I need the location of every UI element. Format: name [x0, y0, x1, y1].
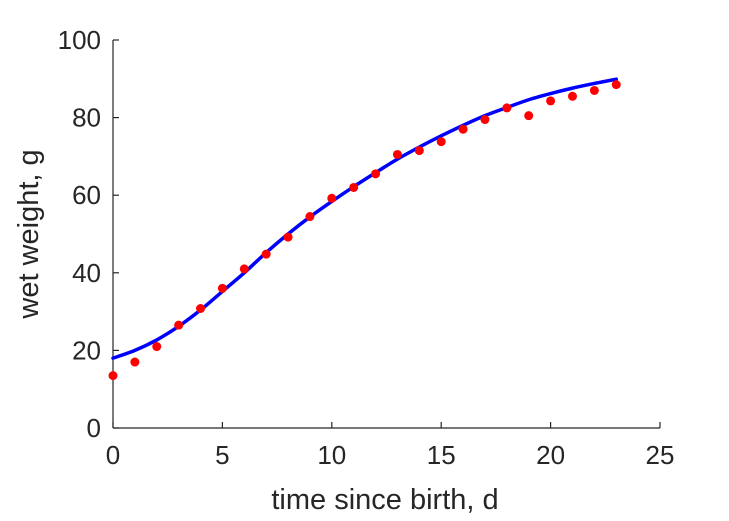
y-tick-label: 0	[87, 413, 101, 443]
y-tick-label: 80	[72, 103, 101, 133]
data-point	[327, 193, 337, 203]
x-tick-label: 0	[106, 440, 120, 470]
data-point	[436, 137, 446, 147]
y-tick-label: 40	[72, 258, 101, 288]
data-point	[371, 169, 381, 179]
data-point	[152, 342, 162, 352]
x-tick-label: 10	[317, 440, 346, 470]
data-point	[502, 103, 512, 113]
data-point	[589, 85, 599, 95]
data-point	[524, 111, 534, 121]
data-points-group	[108, 80, 621, 381]
fit-curve-group	[111, 77, 618, 360]
fit-curve-line	[111, 77, 618, 360]
x-tick-label: 5	[215, 440, 229, 470]
y-tick-label: 60	[72, 180, 101, 210]
data-point	[414, 146, 424, 156]
data-point	[480, 115, 490, 125]
data-point	[174, 320, 184, 330]
data-point	[217, 283, 227, 293]
data-point	[108, 371, 118, 381]
data-point	[349, 182, 359, 192]
data-point	[546, 96, 556, 106]
data-point	[567, 91, 577, 101]
x-axis-title: time since birth, d	[271, 484, 498, 516]
y-tick-label: 100	[58, 25, 101, 55]
x-tick-label: 25	[646, 440, 675, 470]
data-point	[283, 232, 293, 242]
x-tick-label: 20	[536, 440, 565, 470]
data-point	[130, 357, 140, 367]
data-point	[392, 149, 402, 159]
y-axis-title: wet weight, g	[13, 149, 45, 319]
axes: 0 5 10 15 20 25 0 20 40 60 80 100	[58, 25, 675, 470]
data-point	[305, 212, 315, 222]
data-point	[196, 303, 206, 313]
data-point	[458, 124, 468, 134]
data-point	[261, 249, 271, 259]
data-point	[239, 264, 249, 274]
data-point	[611, 80, 621, 90]
y-tick-label: 20	[72, 335, 101, 365]
x-tick-label: 15	[427, 440, 456, 470]
